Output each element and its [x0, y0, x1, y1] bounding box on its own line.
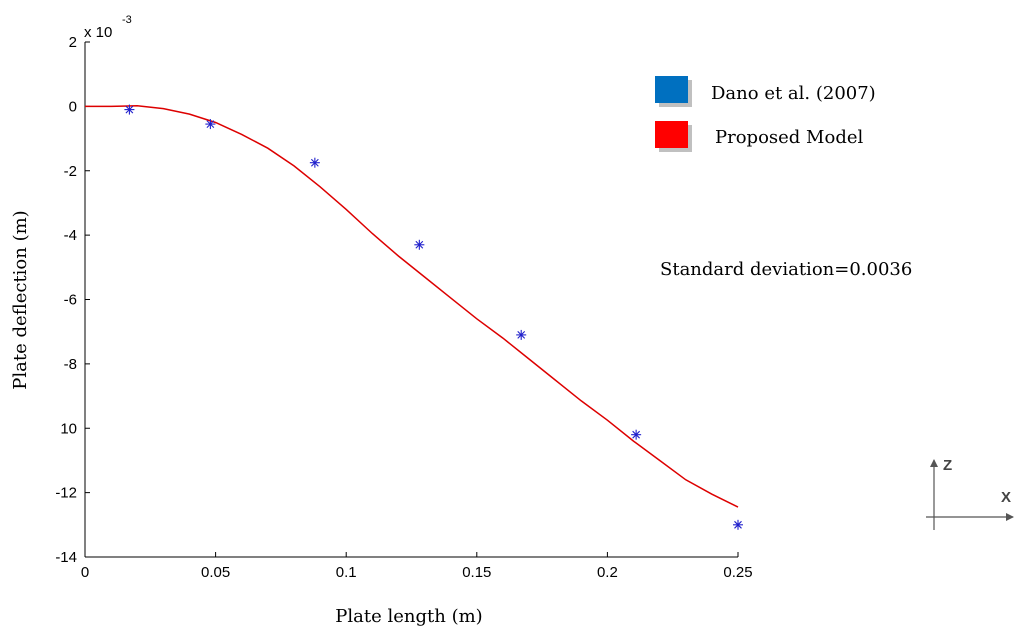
asterisk-stroke [415, 240, 424, 249]
x-tick-label: 0.25 [723, 564, 752, 581]
x-tick-label: 0 [81, 564, 89, 581]
x-arrow-head [1006, 513, 1014, 521]
legend: Dano et al. (2007) Proposed Model [655, 76, 876, 152]
proposed-model-line [85, 104, 739, 508]
asterisk-stroke [632, 430, 641, 439]
y-ticks: 2 0 -2 -4 -6 -8 10 -12 -14 [55, 34, 90, 566]
proposed-model-series [85, 104, 739, 508]
x-tick-label: 0.05 [201, 564, 230, 581]
y-tick-label: -14 [55, 549, 77, 566]
y-tick-label: -2 [64, 163, 77, 180]
data-point [733, 519, 743, 530]
x-axis-indicator-label: X [1001, 489, 1011, 506]
y-exponent-label: x 10 [84, 24, 112, 41]
data-point [309, 157, 320, 168]
y-tick-label: -12 [55, 485, 77, 502]
legend-label-dano: Dano et al. (2007) [711, 83, 876, 104]
asterisk-stroke [125, 105, 134, 114]
x-tick-label: 0.15 [462, 564, 491, 581]
y-tick-label: -6 [64, 292, 77, 309]
data-point [414, 239, 425, 250]
asterisk-stroke [310, 158, 319, 167]
x-tick-label: 0.1 [336, 564, 357, 581]
legend-label-proposed: Proposed Model [715, 127, 863, 148]
y-tick-label: 0 [69, 98, 77, 115]
data-point [631, 429, 642, 440]
legend-swatch-proposed [655, 121, 688, 148]
plot-axes [84, 42, 738, 558]
y-axis-label: Plate deflection (m) [10, 210, 31, 389]
z-axis-indicator-label: Z [943, 457, 952, 474]
legend-swatch-dano [655, 76, 688, 103]
x-tick-label: 0.2 [597, 564, 618, 581]
y-tick-label: 10 [60, 420, 77, 437]
asterisk-stroke [206, 120, 215, 128]
y-tick-label: -4 [64, 227, 77, 244]
data-point [124, 104, 135, 115]
std-dev-annotation: Standard deviation=0.0036 [660, 259, 912, 280]
data-point [205, 119, 216, 130]
asterisk-stroke [517, 331, 526, 339]
y-exponent-power: -3 [122, 14, 132, 26]
y-tick-label: -8 [64, 356, 77, 373]
z-arrow-head [930, 459, 938, 467]
x-ticks: 0 0.05 0.1 0.15 0.2 0.25 [81, 552, 753, 581]
data-point [516, 329, 527, 340]
x-axis-label: Plate length (m) [335, 606, 482, 627]
asterisk-stroke [734, 520, 742, 529]
dano-series [124, 104, 743, 530]
axes-indicator: Z X [926, 457, 1014, 530]
y-tick-label: 2 [69, 34, 77, 51]
